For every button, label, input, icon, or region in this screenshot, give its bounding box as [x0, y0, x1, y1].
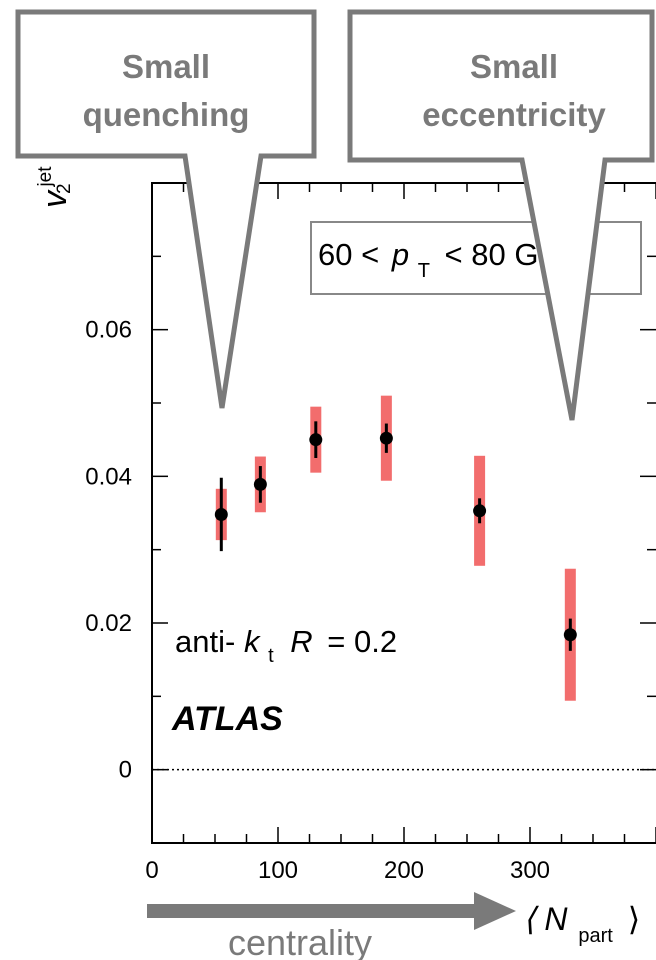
callout-eccentricity-shape: [347, 9, 655, 421]
y-tick-label: 0.04: [85, 463, 132, 490]
x-tick-label: 100: [258, 857, 298, 884]
jet-algorithm-label: anti- k t R = 0.2: [175, 624, 397, 669]
y-tick-label: 0.06: [85, 317, 132, 344]
y-axis-label-subscript: 2: [54, 183, 75, 194]
algo-R: R: [290, 624, 312, 659]
callout-quenching-line1: Small: [122, 48, 210, 85]
x-tick-label: 0: [145, 857, 158, 884]
statistical-error-bars: [219, 421, 572, 651]
callout-quenching-line2: quenching: [83, 96, 250, 133]
x-tick-labels: 0 100 200 300: [145, 857, 550, 884]
x-tick-label: 200: [384, 857, 424, 884]
data-point: [214, 507, 228, 521]
axis-ticks: [151, 182, 656, 844]
callout-eccentricity-line2: eccentricity: [422, 96, 606, 133]
algo-pre: anti-: [175, 624, 235, 659]
y-tick-label: 0: [119, 757, 132, 784]
centrality-arrow-head: [474, 892, 516, 930]
algo-post: = 0.2: [327, 624, 397, 659]
callout-eccentricity-line1: Small: [470, 48, 558, 85]
pt-range-var: p: [391, 237, 409, 272]
x-axis-label: ⟨ N part ⟩: [523, 901, 640, 949]
data-point: [473, 504, 487, 518]
callout-quenching-shape: [15, 9, 317, 409]
data-point: [379, 431, 393, 445]
y-axis-label-sup: jet: [35, 166, 56, 188]
centrality-arrow-shaft: [147, 904, 477, 918]
x-axis-label-sub: part: [578, 925, 613, 947]
centrality-label: centrality: [228, 922, 372, 960]
plot-frame: [151, 182, 656, 844]
pt-range-sub: T: [418, 260, 430, 282]
data-points: [214, 431, 577, 642]
y-axis-label: v jet: [35, 166, 74, 208]
y-tick-labels: 0 0.02 0.04 0.06: [85, 317, 132, 784]
y-axis-label-v: v: [36, 189, 74, 208]
pt-range-pre: 60 <: [318, 237, 379, 272]
y-tick-label: 0.02: [85, 610, 132, 637]
experiment-label: ATLAS: [171, 700, 283, 738]
x-tick-label: 300: [510, 857, 550, 884]
data-point: [253, 477, 267, 491]
x-axis-label-main: ⟨ N: [523, 901, 568, 937]
algo-sub: t: [268, 645, 274, 667]
x-axis-label-close: ⟩: [628, 901, 640, 937]
data-point: [309, 433, 323, 447]
algo-k: k: [244, 624, 261, 659]
data-point: [563, 628, 577, 642]
